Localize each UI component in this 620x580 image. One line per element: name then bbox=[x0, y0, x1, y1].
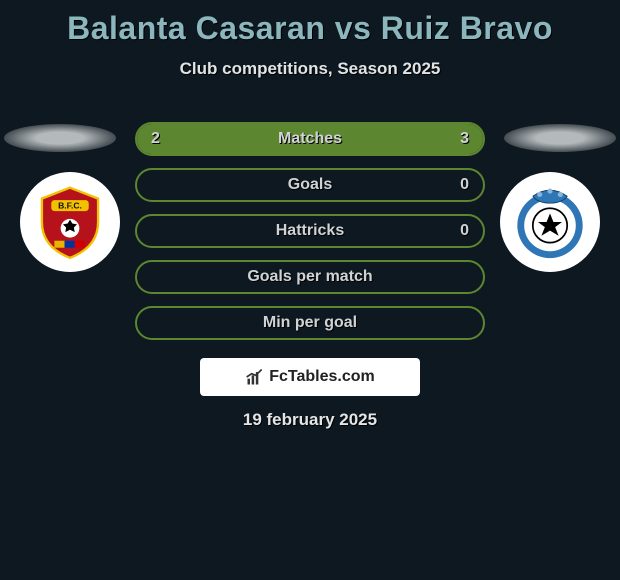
left-halo bbox=[4, 124, 116, 152]
stat-value-right: 0 bbox=[460, 222, 469, 240]
stat-label: Hattricks bbox=[276, 222, 344, 240]
stat-row: Min per goal bbox=[135, 306, 485, 340]
page-title: Balanta Casaran vs Ruiz Bravo bbox=[0, 0, 620, 47]
svg-text:B.F.C.: B.F.C. bbox=[58, 201, 82, 211]
club-crest-icon bbox=[507, 179, 593, 265]
stat-value-left: 2 bbox=[151, 130, 160, 148]
chart-icon bbox=[245, 367, 265, 387]
stat-row: 2 Matches 3 bbox=[135, 122, 485, 156]
stat-row: Goals 0 bbox=[135, 168, 485, 202]
date-text: 19 february 2025 bbox=[0, 410, 620, 430]
stat-rows: 2 Matches 3 Goals 0 Hattricks 0 Goals pe… bbox=[135, 122, 485, 352]
shield-icon: B.F.C. bbox=[31, 183, 109, 261]
right-halo bbox=[504, 124, 616, 152]
brand-badge[interactable]: FcTables.com bbox=[200, 358, 420, 396]
stat-row: Hattricks 0 bbox=[135, 214, 485, 248]
left-team-badge: B.F.C. bbox=[20, 172, 120, 272]
stat-value-right: 0 bbox=[460, 176, 469, 194]
stat-label: Goals bbox=[288, 176, 332, 194]
subtitle: Club competitions, Season 2025 bbox=[0, 59, 620, 79]
stat-value-right: 3 bbox=[460, 130, 469, 148]
right-team-badge bbox=[500, 172, 600, 272]
stat-row: Goals per match bbox=[135, 260, 485, 294]
brand-text: FcTables.com bbox=[269, 368, 375, 386]
stat-label: Goals per match bbox=[247, 268, 372, 286]
stat-label: Min per goal bbox=[263, 314, 357, 332]
stat-label: Matches bbox=[278, 130, 342, 148]
